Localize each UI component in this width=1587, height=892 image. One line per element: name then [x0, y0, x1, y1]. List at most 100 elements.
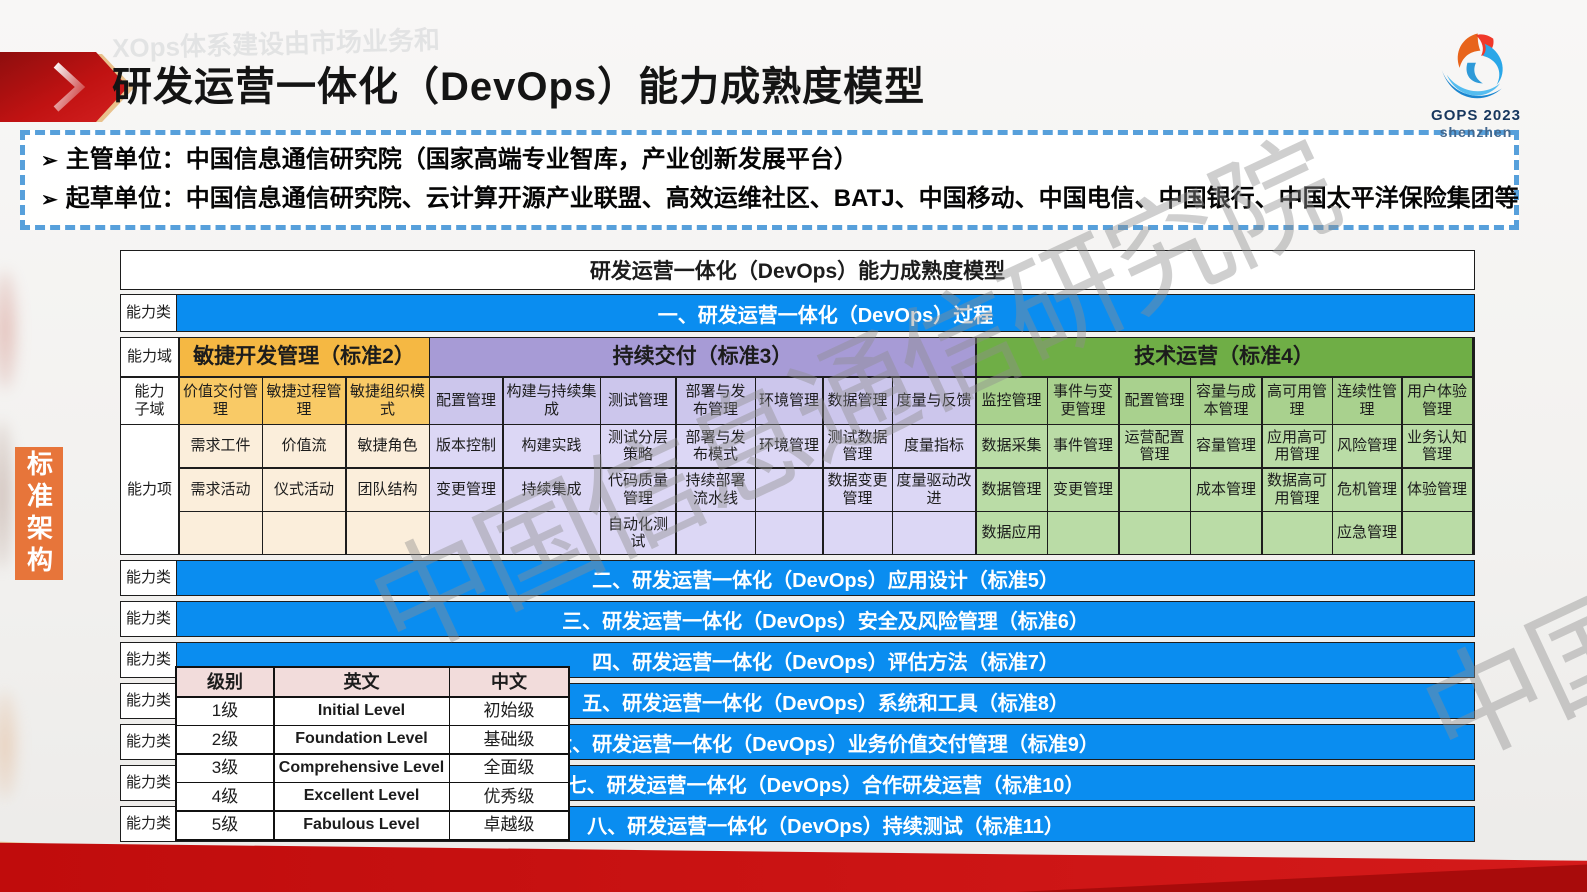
bottom-wave-red-dark [1015, 864, 1587, 892]
logo-title: GOPS 2023 [1431, 107, 1521, 124]
item-cell: 构建实践 [503, 425, 600, 467]
level-cell: 卓越级 [450, 811, 568, 839]
item-cell: 应急管理 [1333, 512, 1401, 554]
level-cell: 4级 [177, 783, 273, 810]
level-cell: 3级 [177, 754, 273, 782]
row-label-class: 能力类 [120, 601, 177, 637]
item-cell: 代码质量管理 [601, 468, 675, 511]
item-cell: 风险管理 [1333, 425, 1401, 467]
subdomain-cell: 部署与发布管理 [676, 377, 755, 424]
row-label-class: 能力类 [120, 806, 177, 842]
item-cell: 变更管理 [430, 468, 502, 511]
subdomain-cell: 环境管理 [756, 377, 822, 424]
red-chevron-banner [0, 52, 134, 129]
info-line-2: ➢ 起草单位：中国信息通信研究院、云计算开源产业联盟、高效运维社区、BATJ、中国… [41, 180, 1519, 219]
info-line-1-text: 中国信息通信研究院（国家高端专业智库，产业创新发展平台） [185, 146, 858, 173]
item-cell [430, 512, 502, 554]
item-cell [1119, 512, 1190, 554]
background-photo-blur [0, 270, 18, 390]
arrow-bullet-icon: ➢ [41, 189, 58, 211]
subdomain-cell: 敏捷组织模式 [346, 377, 429, 424]
capability-class-bar-2: 二、研发运营一体化（DevOps）应用设计（标准5） [177, 560, 1475, 596]
level-table-header: 级别 [177, 668, 273, 696]
item-cell [1048, 512, 1118, 554]
level-cell: Excellent Level [274, 783, 449, 810]
arrow-bullet-icon: ➢ [41, 150, 58, 172]
subdomain-cell: 用户体验管理 [1402, 377, 1472, 424]
domain-header-continuous-delivery: 持续交付（标准3） [430, 338, 975, 376]
subdomain-cell: 配置管理 [1119, 377, 1190, 424]
item-cell [346, 512, 429, 554]
level-cell: Foundation Level [274, 726, 449, 753]
side-tab-standard-architecture: 标准架构 [15, 447, 63, 580]
subdomain-cell: 价值交付管理 [179, 377, 262, 424]
level-cell: 1级 [177, 697, 273, 725]
capability-class-row-1: 能力类 一、研发运营一体化（DevOps）过程 [120, 294, 1475, 332]
row-label-item: 能力项 [121, 425, 178, 554]
row-label-class: 能力类 [120, 765, 177, 801]
level-cell: Initial Level [274, 697, 449, 725]
capability-class-row-3: 能力类 三、研发运营一体化（DevOps）安全及风险管理（标准6） [120, 601, 1475, 637]
gops-logo: GOPS 2023 shenzhen [1421, 30, 1531, 140]
row-label-class: 能力类 [120, 560, 177, 596]
domain-header-agile: 敏捷开发管理（标准2） [179, 338, 429, 376]
subdomain-cell: 构建与持续集成 [503, 377, 600, 424]
item-cell: 业务认知管理 [1402, 425, 1472, 467]
level-cell: 基础级 [450, 726, 568, 753]
level-table-header: 英文 [274, 668, 449, 696]
capability-class-row-2: 能力类 二、研发运营一体化（DevOps）应用设计（标准5） [120, 560, 1475, 596]
item-cell [893, 512, 975, 554]
item-cell: 持续部署流水线 [676, 468, 755, 511]
item-cell: 危机管理 [1333, 468, 1401, 511]
subdomain-cell: 数据管理 [823, 377, 892, 424]
item-cell: 体验管理 [1402, 468, 1472, 511]
item-cell: 事件管理 [1048, 425, 1118, 467]
item-cell: 需求工件 [179, 425, 262, 467]
item-cell [1191, 512, 1261, 554]
item-cell: 团队结构 [346, 468, 429, 511]
item-cell: 敏捷角色 [346, 425, 429, 467]
level-cell: 5级 [177, 811, 273, 839]
gops-swirl-icon [1441, 33, 1503, 99]
item-cell: 测试分层策略 [601, 425, 675, 467]
item-cell: 度量指标 [893, 425, 975, 467]
level-cell: Fabulous Level [274, 811, 449, 839]
subdomain-cell: 配置管理 [430, 377, 502, 424]
page-title: 研发运营一体化（DevOps）能力成熟度模型 [112, 65, 926, 109]
item-cell: 仪式活动 [263, 468, 345, 511]
item-cell: 运营配置管理 [1119, 425, 1190, 467]
capability-class-bar-1: 一、研发运营一体化（DevOps）过程 [177, 294, 1475, 332]
info-line-2-text: 中国信息通信研究院、云计算开源产业联盟、高效运维社区、BATJ、中国移动、中国电… [185, 185, 1519, 212]
background-photo-blur [0, 420, 14, 570]
item-cell: 应用高可用管理 [1262, 425, 1332, 467]
item-cell [263, 512, 345, 554]
item-cell [1119, 468, 1190, 511]
subdomain-cell: 事件与变更管理 [1048, 377, 1118, 424]
item-cell: 数据变更管理 [823, 468, 892, 511]
logo-subtitle: shenzhen [1439, 124, 1513, 140]
item-cell: 数据高可用管理 [1262, 468, 1332, 511]
row-label-class: 能力类 [120, 294, 177, 332]
level-table-header: 中文 [450, 668, 568, 696]
subdomain-cell: 监控管理 [976, 377, 1047, 424]
item-cell [676, 512, 755, 554]
subdomain-cell: 高可用管理 [1262, 377, 1332, 424]
item-cell: 成本管理 [1191, 468, 1261, 511]
item-cell: 价值流 [263, 425, 345, 467]
item-cell [503, 512, 600, 554]
row-label-class: 能力类 [120, 683, 177, 719]
subdomain-cell: 容量与成本管理 [1191, 377, 1261, 424]
item-cell: 数据应用 [976, 512, 1047, 554]
item-cell [1262, 512, 1332, 554]
item-cell: 数据管理 [976, 468, 1047, 511]
item-cell: 容量管理 [1191, 425, 1261, 467]
subdomain-cell: 测试管理 [601, 377, 675, 424]
level-cell: 优秀级 [450, 783, 568, 810]
item-cell: 环境管理 [756, 425, 822, 467]
row-label-domain: 能力域 [121, 338, 178, 376]
subdomain-cell: 度量与反馈 [893, 377, 975, 424]
info-line-1: ➢ 主管单位：中国信息通信研究院（国家高端专业智库，产业创新发展平台） [41, 141, 1514, 180]
background-photo-blur [0, 690, 18, 800]
item-cell [756, 468, 822, 511]
item-cell: 版本控制 [430, 425, 502, 467]
